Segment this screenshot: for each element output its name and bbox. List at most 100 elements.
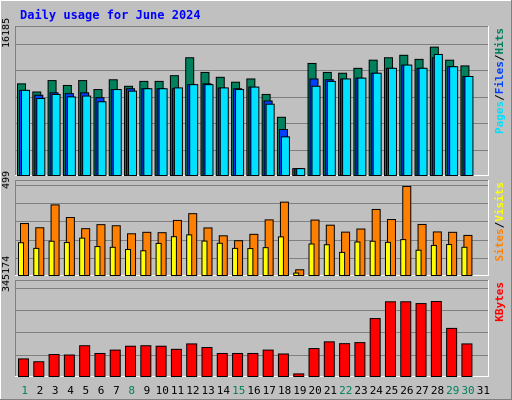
x-tick-label-day-17: 17 xyxy=(263,384,276,397)
pages-bar-day-19 xyxy=(296,168,306,176)
sites-bar-day-19 xyxy=(293,272,300,276)
pages-bar-day-13 xyxy=(204,84,214,176)
pages-bar-day-17 xyxy=(265,103,275,176)
kbytes-bar-day-25 xyxy=(384,301,396,377)
kbytes-panel-legend-part-1: KBytes xyxy=(493,282,506,322)
kbytes-bar-day-29 xyxy=(446,327,458,377)
hits-panel-legend-part-1: Pages xyxy=(493,101,506,134)
x-tick-label-day-10: 10 xyxy=(156,384,169,397)
sites-bar-day-11 xyxy=(170,236,177,277)
sites-bar-day-17 xyxy=(262,247,269,276)
sites-bar-day-23 xyxy=(354,241,361,277)
sites-bar-day-2 xyxy=(33,247,40,276)
x-tick-label-day-28: 28 xyxy=(431,384,444,397)
hits-panel-legend-part-3: Files xyxy=(493,61,506,94)
pages-bar-day-2 xyxy=(36,98,46,176)
kbytes-bar-day-13 xyxy=(201,347,213,377)
kbytes-bar-day-26 xyxy=(400,301,412,377)
sites-bar-day-24 xyxy=(369,240,376,277)
kbytes-bar-day-20 xyxy=(308,348,320,377)
x-tick-label-day-13: 13 xyxy=(202,384,215,397)
hits-panel-y-max-label: 16185 xyxy=(1,18,12,48)
x-tick-label-day-19: 19 xyxy=(293,384,306,397)
kbytes-bar-day-7 xyxy=(109,349,121,377)
pages-bar-day-29 xyxy=(449,66,459,176)
sites-bar-day-15 xyxy=(232,247,239,276)
kbytes-bar-day-8 xyxy=(125,345,137,378)
x-tick-label-day-24: 24 xyxy=(370,384,384,397)
pages-bar-day-5 xyxy=(82,95,92,176)
x-tick-label-day-4: 4 xyxy=(67,384,74,397)
sites-bar-day-6 xyxy=(94,246,101,277)
sites-bar-day-26 xyxy=(400,239,407,276)
sites-bar-day-18 xyxy=(277,236,284,277)
kbytes-bar-day-15 xyxy=(232,352,244,378)
kbytes-bar-day-17 xyxy=(262,349,274,377)
sites-bar-day-9 xyxy=(140,250,147,276)
x-tick-label-day-3: 3 xyxy=(52,384,59,397)
x-tick-label-day-26: 26 xyxy=(400,384,413,397)
kbytes-panel-y-max-label: 345174 xyxy=(1,256,12,292)
pages-bar-day-25 xyxy=(387,67,397,176)
kbytes-bar-day-12 xyxy=(186,343,198,377)
kbytes-bar-day-21 xyxy=(323,341,335,378)
sites-bar-day-25 xyxy=(384,241,391,276)
sites-bar-day-12 xyxy=(186,234,193,277)
pages-bar-day-18 xyxy=(280,136,290,177)
pages-bar-day-11 xyxy=(173,87,183,176)
pages-bar-day-23 xyxy=(357,77,367,176)
kbytes-bar-day-11 xyxy=(170,348,182,377)
pages-bar-day-27 xyxy=(418,67,428,176)
x-tick-label-day-11: 11 xyxy=(171,384,184,397)
x-tick-label-day-21: 21 xyxy=(324,384,337,397)
x-tick-label-day-12: 12 xyxy=(186,384,199,397)
x-tick-label-day-29: 29 xyxy=(446,384,459,397)
kbytes-bar-day-18 xyxy=(277,353,289,377)
visits-bar-day-26 xyxy=(402,185,412,276)
kbytes-bar-day-4 xyxy=(63,354,75,377)
pages-bar-day-22 xyxy=(342,78,352,176)
hits-panel-legend: Pages/Files/Hits xyxy=(493,28,506,134)
kbytes-bar-day-23 xyxy=(354,342,366,378)
visits-panel-legend: Sites/Visits xyxy=(493,182,506,262)
visits-panel-legend-part-2: / xyxy=(493,221,506,228)
sites-bar-day-5 xyxy=(79,237,86,277)
pages-bar-day-9 xyxy=(143,88,153,176)
x-tick-label-day-27: 27 xyxy=(416,384,429,397)
x-tick-label-day-30: 30 xyxy=(461,384,474,397)
x-tick-label-day-9: 9 xyxy=(144,384,151,397)
pages-bar-day-12 xyxy=(189,84,199,176)
pages-bar-day-28 xyxy=(433,53,443,177)
x-tick-label-day-16: 16 xyxy=(247,384,260,397)
kbytes-bar-day-27 xyxy=(415,303,427,377)
sites-bar-day-20 xyxy=(308,243,315,277)
kbytes-bar-day-3 xyxy=(48,354,60,378)
sites-bar-day-14 xyxy=(216,242,223,277)
hits-panel-legend-part-4: / xyxy=(493,54,506,61)
sites-bar-day-16 xyxy=(247,248,254,277)
kbytes-bar-day-9 xyxy=(140,345,152,377)
sites-bar-day-29 xyxy=(446,244,453,277)
pages-bar-day-14 xyxy=(219,87,229,176)
sites-bar-day-10 xyxy=(155,242,162,277)
sites-bar-day-27 xyxy=(415,249,422,276)
x-tick-label-day-2: 2 xyxy=(37,384,44,397)
kbytes-bar-day-1 xyxy=(18,358,29,378)
kbytes-bar-day-14 xyxy=(216,352,228,378)
x-axis-labels: 1 2 3 4 5 6 7 8 9 10 11 12 13 14 15 16 17 18 19 20 21 22 23 24 2… xyxy=(21,384,490,397)
x-tick-label-day-22: 22 xyxy=(339,384,352,397)
kbytes-bar-day-16 xyxy=(247,352,259,378)
x-tick-label-day-14: 14 xyxy=(217,384,231,397)
x-tick-label-day-25: 25 xyxy=(385,384,398,397)
pages-bar-day-24 xyxy=(372,72,382,176)
pages-bar-day-10 xyxy=(158,88,168,176)
sites-bar-day-30 xyxy=(461,246,468,277)
x-tick-label-day-6: 6 xyxy=(98,384,105,397)
pages-bar-day-7 xyxy=(112,89,122,176)
hits-panel-legend-part-5: Hits xyxy=(493,28,506,55)
x-tick-label-day-7: 7 xyxy=(113,384,120,397)
pages-bar-day-16 xyxy=(250,86,260,176)
kbytes-bar-day-24 xyxy=(369,318,381,377)
kbytes-bar-day-22 xyxy=(339,343,351,378)
